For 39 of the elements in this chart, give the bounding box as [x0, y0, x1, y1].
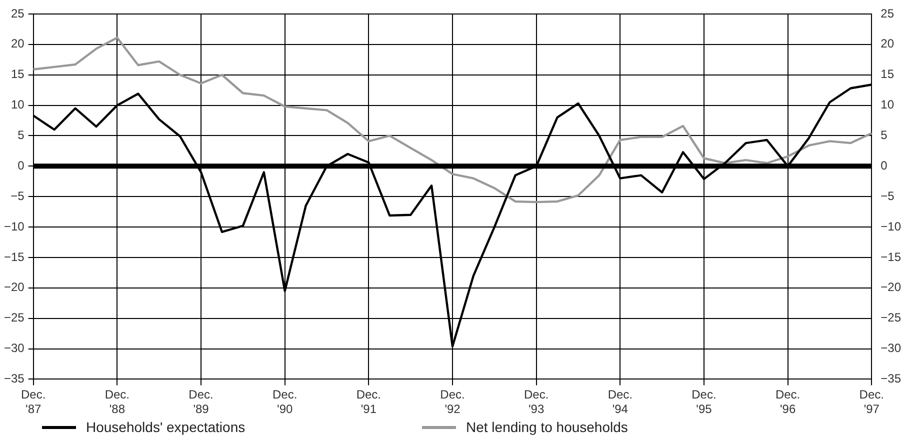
- y2-tick-label: −15: [880, 250, 902, 264]
- legend-label: Net lending to households: [466, 419, 628, 435]
- y-tick-label: 5: [18, 128, 25, 142]
- legend-label: Households' expectations: [86, 419, 246, 435]
- y2-tick-label: 20: [880, 36, 894, 51]
- y-tick-label: −15: [4, 250, 25, 264]
- y2-tick-label: 15: [880, 67, 894, 82]
- x-tick-label: Dec. '94: [608, 388, 632, 416]
- x-tick-label: Dec. '92: [440, 388, 465, 416]
- y-tick-label: −20: [4, 280, 25, 294]
- y-tick-label: −10: [4, 219, 25, 234]
- y2-tick-label: −5: [880, 188, 895, 203]
- y-tick-label: −35: [4, 372, 25, 386]
- y2-tick-label: 0: [880, 158, 888, 172]
- y2-tick-label: 10: [880, 98, 894, 112]
- y2-tick-label: −25: [880, 310, 902, 325]
- x-tick-label: Dec. '88: [104, 388, 130, 416]
- y-tick-label: 20: [10, 36, 25, 51]
- x-tick-label: Dec. '89: [188, 388, 214, 416]
- y-tick-label: 25: [10, 6, 25, 20]
- y2-tick-label: 25: [880, 6, 894, 20]
- y-tick-label: −5: [10, 188, 25, 203]
- y-tick-label: 15: [10, 67, 25, 82]
- x-tick-label: Dec. '91: [356, 388, 382, 416]
- y2-tick-label: 5: [880, 128, 888, 142]
- x-tick-label: Dec. '90: [272, 388, 298, 416]
- y2-tick-label: −35: [880, 372, 902, 386]
- y2-tick-label: −30: [880, 341, 902, 356]
- y-tick-label: 0: [18, 158, 25, 172]
- y2-tick-label: −10: [880, 219, 902, 234]
- x-tick-label: Dec. '95: [692, 388, 716, 416]
- y-tick-label: −25: [4, 310, 25, 325]
- x-tick-label: Dec. '87: [21, 388, 46, 416]
- x-tick-label: Dec. '93: [524, 388, 549, 416]
- y-tick-label: 10: [10, 98, 25, 112]
- x-tick-label: Dec. '97: [859, 388, 884, 416]
- y-tick-label: −30: [4, 341, 25, 356]
- x-tick-label: Dec. '96: [775, 388, 800, 416]
- y2-tick-label: −20: [880, 280, 902, 294]
